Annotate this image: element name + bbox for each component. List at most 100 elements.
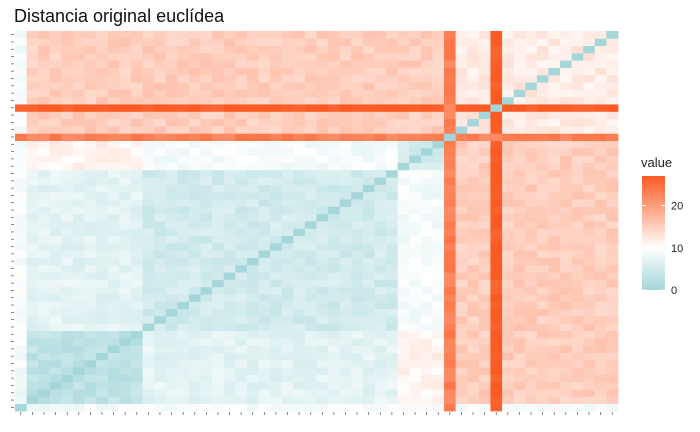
heatmap-cell (270, 294, 283, 302)
heatmap-cell (409, 279, 422, 288)
heatmap-cell (594, 389, 607, 397)
heatmap-cell (270, 38, 283, 47)
heatmap-cell (212, 213, 225, 222)
heatmap-cell (188, 352, 201, 361)
heatmap-cell (84, 381, 97, 390)
heatmap-cell (386, 133, 399, 142)
heatmap-cell (84, 235, 97, 244)
heatmap-cell (351, 213, 364, 222)
heatmap-cell (61, 191, 74, 200)
heatmap-cell (432, 199, 445, 207)
heatmap-cell (38, 147, 51, 156)
heatmap-cell (61, 155, 74, 163)
heatmap-cell (235, 191, 248, 200)
heatmap-cell (107, 126, 120, 134)
heatmap-cell (362, 301, 375, 310)
heatmap-cell (362, 228, 375, 237)
heatmap-cell (61, 184, 74, 193)
heatmap-cell (397, 228, 410, 237)
heatmap-cell (246, 279, 259, 288)
heatmap-cell (478, 82, 491, 90)
heatmap-cell (96, 272, 109, 280)
heatmap-cell (15, 323, 27, 332)
heatmap-cell (548, 337, 561, 346)
heatmap-cell (432, 74, 445, 83)
heatmap-cell (177, 147, 190, 156)
heatmap-cell (409, 104, 422, 112)
heatmap-cell (61, 31, 74, 39)
heatmap-cell (444, 140, 457, 149)
heatmap-cell (246, 118, 259, 127)
heatmap-cell (362, 104, 375, 112)
heatmap-cell (61, 374, 74, 383)
heatmap-cell (281, 96, 294, 105)
heatmap-cell (154, 257, 167, 266)
heatmap-cell (444, 126, 457, 134)
heatmap-cell (467, 235, 480, 244)
heatmap-cell (165, 403, 178, 412)
heatmap-cell (316, 330, 329, 339)
heatmap-cell (177, 389, 190, 397)
heatmap-cell (107, 403, 120, 412)
heatmap-cell (212, 367, 225, 375)
heatmap-cell (38, 330, 51, 339)
heatmap-cell (270, 133, 283, 142)
heatmap-cell (583, 60, 596, 68)
heatmap-cell (154, 67, 167, 76)
heatmap-cell (15, 133, 27, 142)
heatmap-cell (432, 228, 445, 237)
heatmap-cell (432, 104, 445, 112)
heatmap-cell (409, 82, 422, 90)
heatmap-cell (444, 184, 457, 193)
heatmap-cell (107, 45, 120, 54)
heatmap-cell (606, 147, 619, 156)
heatmap-cell (165, 206, 178, 215)
heatmap-cell (316, 191, 329, 200)
heatmap-cell (432, 221, 445, 229)
heatmap-cell (444, 38, 457, 47)
heatmap-cell (246, 330, 259, 339)
heatmap-cell (316, 67, 329, 76)
heatmap-cell (142, 250, 155, 258)
heatmap-cell (316, 118, 329, 127)
heatmap-cell (455, 213, 468, 222)
heatmap-cell (560, 323, 573, 332)
heatmap-cell (455, 250, 468, 258)
heatmap-cell (61, 45, 74, 54)
heatmap-cell (61, 228, 74, 237)
heatmap-cell (374, 74, 387, 83)
heatmap-cell (304, 286, 317, 295)
heatmap-cell (235, 337, 248, 346)
heatmap-cell (432, 177, 445, 185)
heatmap-cell (200, 60, 213, 68)
heatmap-cell (606, 184, 619, 193)
heatmap-cell (316, 184, 329, 193)
heatmap-cell (386, 74, 399, 83)
heatmap-cell (130, 89, 143, 98)
heatmap-cell (188, 242, 201, 251)
heatmap-cell (339, 352, 352, 361)
heatmap-cell (246, 250, 259, 258)
heatmap-cell (293, 272, 306, 280)
heatmap-cell (15, 279, 27, 288)
heatmap-cell (316, 337, 329, 346)
heatmap-cell (583, 191, 596, 200)
heatmap-cell (200, 177, 213, 185)
heatmap-cell (316, 359, 329, 368)
heatmap-cell (72, 345, 85, 353)
heatmap-cell (165, 74, 178, 83)
heatmap-cell (72, 104, 85, 112)
heatmap-cell (212, 345, 225, 353)
heatmap-cell (513, 396, 526, 405)
heatmap-cell (188, 206, 201, 215)
heatmap-cell (107, 147, 120, 156)
heatmap-cell (246, 199, 259, 207)
heatmap-cell (154, 133, 167, 142)
heatmap-cell (293, 286, 306, 295)
heatmap-cell (467, 133, 480, 142)
heatmap-cell (84, 82, 97, 90)
heatmap-cell (281, 359, 294, 368)
heatmap-cell (119, 242, 132, 251)
heatmap-cell (560, 191, 573, 200)
heatmap-cell (467, 257, 480, 266)
